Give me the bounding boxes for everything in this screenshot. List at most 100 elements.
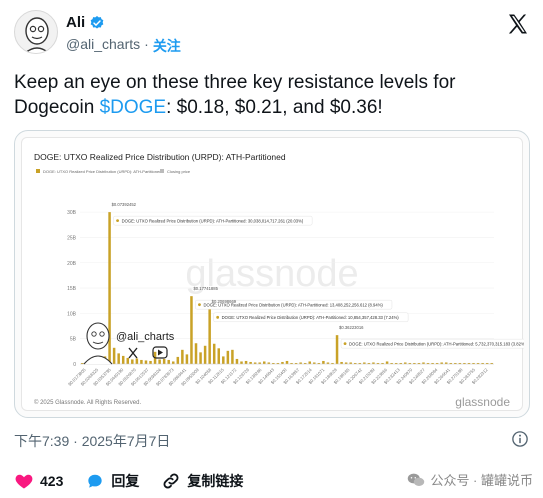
chart-bar	[112, 347, 116, 364]
chart-bar	[363, 362, 366, 364]
annotation-box	[195, 299, 393, 310]
chart-brand: glassnode	[455, 395, 510, 409]
overlay-avatar-mouth	[92, 341, 104, 344]
y-tick-label: 15B	[67, 286, 77, 292]
chart-bar	[454, 362, 457, 364]
reply-bubble-icon	[88, 474, 103, 488]
like-button[interactable]: 423	[14, 471, 63, 491]
info-icon[interactable]	[511, 430, 529, 448]
overlay-avatar-eye	[91, 331, 97, 337]
annotation-label: DOGE: UTXO Realized Price Distribution (…	[122, 218, 304, 223]
chart-copyright: © 2025 Glassnode. All Rights Reserved.	[34, 399, 141, 406]
chart-bar	[472, 362, 475, 364]
chart-bar	[476, 362, 480, 364]
reply-label: 回复	[111, 473, 140, 489]
chart-bar	[222, 356, 225, 364]
chart-bar	[367, 362, 371, 364]
chart-bar	[435, 362, 439, 364]
y-tick-label: 0	[73, 362, 76, 368]
chart-bar	[335, 335, 339, 364]
chart-bar	[431, 362, 434, 364]
chart-bar	[176, 356, 180, 364]
annotation-box	[113, 215, 313, 226]
chart-bar	[299, 362, 302, 364]
chart-bar	[203, 345, 207, 364]
copy-link-button[interactable]: 复制链接	[161, 471, 243, 491]
chart-bar	[322, 360, 325, 364]
reply-button[interactable]: 回复	[85, 471, 139, 491]
chart-bar	[372, 362, 375, 364]
like-count: 423	[40, 473, 64, 489]
chart-bar	[399, 362, 402, 364]
tweet-text-start: Keep an eye on these three key resistanc…	[14, 72, 456, 118]
overlay-x-logo	[128, 347, 138, 359]
tweet-timestamp[interactable]: 下午7:39 · 2025年7月7日	[14, 433, 171, 449]
copy-link-label: 复制链接	[187, 473, 244, 489]
chart-bar	[263, 361, 266, 364]
handle-separator: ·	[144, 36, 149, 52]
follow-button[interactable]: 关注	[152, 38, 181, 54]
chart-bar	[481, 362, 484, 364]
chart-bar	[390, 362, 393, 364]
legend-swatch-urpd	[36, 169, 40, 173]
chart-bar	[485, 362, 489, 364]
chart-bar	[344, 362, 348, 364]
chart-bar	[326, 362, 330, 364]
chart-bar	[272, 362, 275, 364]
annotation-dot	[216, 315, 220, 319]
chart-bar	[117, 353, 120, 364]
chart-bar	[126, 357, 130, 364]
chart-bar	[408, 362, 412, 364]
link-icon	[163, 473, 179, 489]
chart-bar	[358, 362, 362, 364]
chart-bar	[353, 362, 357, 364]
chart-bar	[440, 362, 443, 364]
chart-bar	[285, 360, 289, 364]
y-tick-label: 10B	[67, 311, 77, 317]
wechat-watermark: 公众号 · 罐罐说币	[407, 470, 533, 489]
chart-bar	[417, 362, 421, 364]
chart-bar	[167, 359, 170, 364]
annotation-label: DOGE: UTXO Realized Price Distribution (…	[222, 315, 400, 320]
chart-bar	[308, 361, 311, 364]
annotation-price: $0.17741885	[193, 286, 218, 291]
chart-bar	[331, 362, 334, 364]
chart-bar	[381, 362, 384, 364]
chart-bar	[303, 362, 307, 364]
chart-bar	[249, 361, 252, 364]
chart-bar	[258, 362, 261, 364]
chart-bar	[267, 362, 271, 364]
chart-bar	[108, 212, 111, 364]
chart-bar	[199, 352, 202, 364]
chart-bar	[404, 362, 407, 364]
chart-bar	[212, 343, 216, 364]
chart-bar	[231, 349, 234, 364]
cashtag-link[interactable]: $DOGE	[99, 97, 167, 118]
annotation-dot	[116, 219, 119, 223]
chart-bar	[194, 343, 198, 364]
chart-bar	[444, 362, 448, 364]
chart-bar	[131, 359, 134, 364]
chart-bar	[463, 362, 466, 364]
y-tick-label: 20B	[67, 261, 77, 267]
chart-bar	[81, 362, 84, 364]
overlay-avatar-eye	[99, 331, 105, 337]
author-handle[interactable]: @ali_charts	[66, 36, 141, 52]
annotation-label: DOGE: UTXO Realized Price Distribution (…	[349, 341, 524, 346]
overlay-handle: @ali_charts	[116, 331, 175, 343]
tweet-media[interactable]: DOGE: UTXO Realized Price Distribution (…	[14, 130, 530, 418]
chart-bar	[226, 350, 230, 364]
x-logo-icon[interactable]	[506, 12, 530, 36]
heart-icon	[15, 474, 33, 489]
chart-bar	[240, 361, 243, 364]
chart-bar	[349, 362, 352, 364]
tweet-actions: 423 回复 复制链接	[14, 468, 530, 494]
author-name[interactable]: Ali	[66, 14, 86, 31]
chart-title: DOGE: UTXO Realized Price Distribution (…	[34, 152, 286, 162]
chart-bar	[185, 354, 189, 364]
wechat-label: 公众号 · 罐罐说币	[430, 473, 533, 488]
chart-bar	[158, 359, 161, 364]
chart-bar	[290, 362, 293, 364]
chart-bar	[426, 362, 430, 364]
author-avatar[interactable]	[14, 10, 58, 54]
